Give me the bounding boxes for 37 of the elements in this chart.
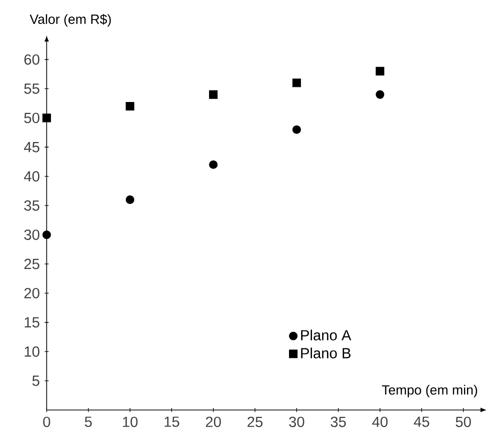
y-tick-label: 30 (24, 230, 40, 240)
x-tick-label: 45 (414, 416, 430, 427)
y-tick-label: 35 (24, 200, 40, 211)
x-tick-label: 5 (84, 416, 92, 427)
y-tick-label: 40 (24, 171, 40, 182)
x-tick-label: 35 (330, 416, 346, 428)
legend-label: Plano B (301, 348, 351, 358)
point (126, 102, 134, 111)
y-tick-label: 60 (24, 54, 40, 65)
point (42, 230, 51, 240)
y-tick-label: 45 (24, 142, 40, 152)
x-tick-label: 15 (164, 416, 180, 427)
point (126, 195, 134, 204)
y-axis-title: Valor (em R$) (30, 14, 111, 27)
point (42, 114, 51, 122)
y-tick-label: 50 (24, 112, 40, 124)
y-tick-label: 20 (24, 288, 40, 298)
x-tick-label: 10 (122, 416, 138, 428)
x-tick-label: 30 (289, 416, 304, 428)
x-axis-title: Tempo (em min) (382, 384, 478, 398)
y-tick-label: 5 (32, 376, 40, 386)
point (209, 160, 218, 169)
point (292, 78, 301, 88)
x-tick-label: 40 (372, 416, 388, 428)
y-tick-label: 10 (24, 346, 40, 357)
point (209, 90, 218, 99)
point (376, 66, 384, 76)
point (376, 90, 384, 99)
x-tick-label: 20 (206, 416, 221, 428)
legend-label: Plano A (301, 330, 352, 340)
y-tick-label: 25 (24, 258, 40, 270)
y-tick-label: 55 (24, 84, 40, 94)
y-tick-label: 15 (24, 317, 40, 328)
x-tick-label: 50 (456, 416, 471, 428)
x-tick-label: 25 (248, 416, 263, 428)
x-tick-label: 0 (43, 416, 50, 428)
point (292, 125, 301, 134)
